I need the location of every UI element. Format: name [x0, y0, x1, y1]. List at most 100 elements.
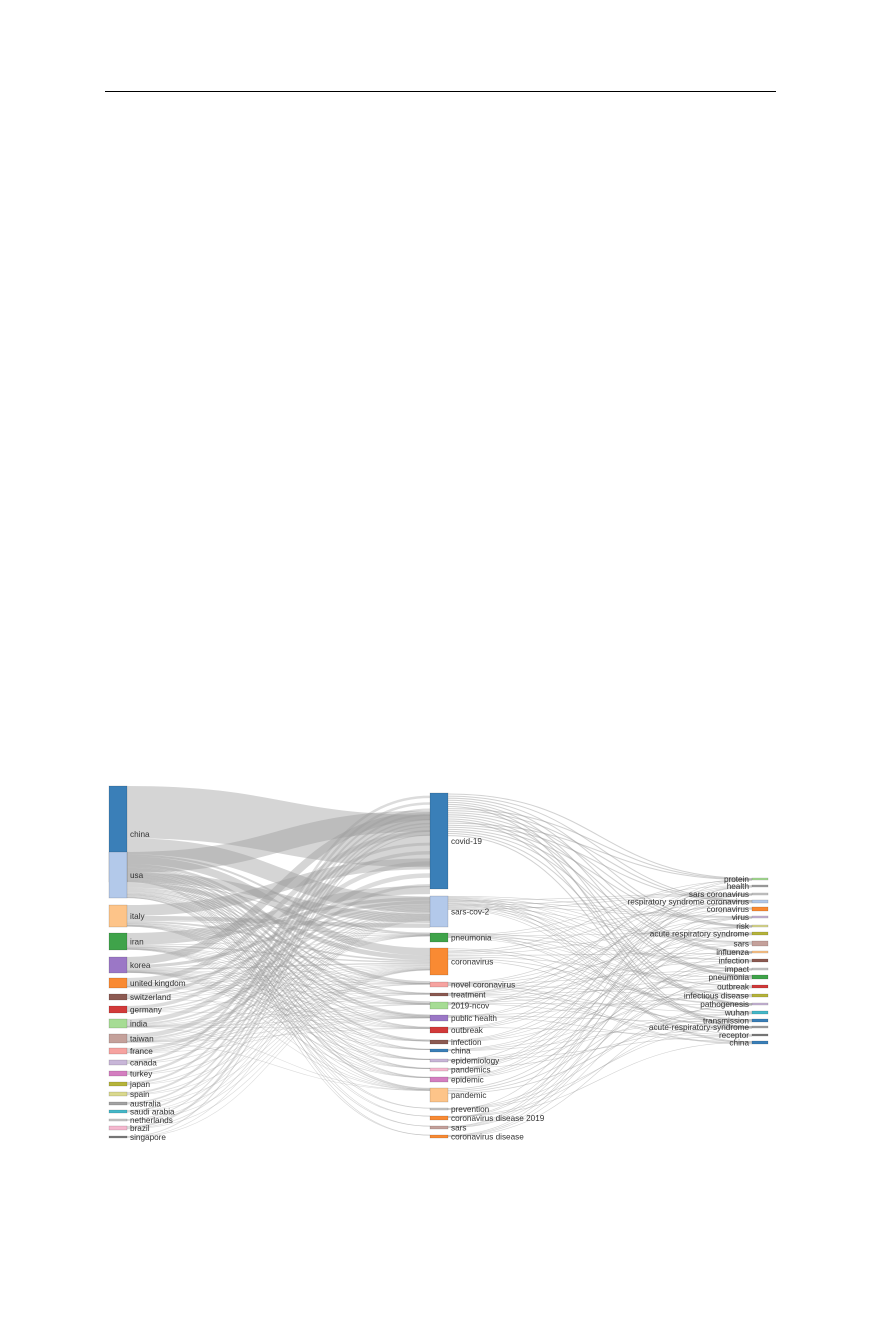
keywords-plus-label: wuhan — [724, 1009, 750, 1018]
link-keyword-to-keywords-plus — [447, 1003, 753, 1138]
country-label: taiwan — [130, 1035, 154, 1044]
link-keyword-to-keywords-plus — [447, 814, 753, 953]
link-keyword-to-keywords-plus — [447, 961, 753, 1129]
author-keyword-label: covid-19 — [451, 837, 482, 846]
link-keyword-to-keywords-plus — [447, 994, 753, 1013]
keywords-plus-node — [751, 892, 769, 896]
country-label: china — [130, 830, 150, 839]
link-country-to-keyword — [126, 970, 431, 995]
link-country-to-keyword — [126, 872, 431, 1028]
country-node — [108, 1059, 128, 1066]
link-keyword-to-keywords-plus — [447, 830, 753, 978]
link-country-to-keyword — [126, 965, 431, 1027]
link-country-to-keyword — [126, 882, 431, 960]
link-country-to-keyword — [126, 907, 431, 1011]
keywords-plus-node — [751, 993, 769, 998]
country-label: germany — [130, 1006, 163, 1015]
link-country-to-keyword — [126, 904, 431, 985]
link-keyword-to-keywords-plus — [447, 893, 753, 1018]
link-country-to-keyword — [126, 882, 431, 935]
link-country-to-keyword — [126, 920, 431, 962]
link-keyword-to-keywords-plus — [447, 835, 753, 1029]
author-keyword-label: outbreak — [451, 1026, 484, 1035]
keywords-plus-node — [751, 1018, 769, 1023]
link-country-to-keyword — [126, 813, 431, 1094]
link-country-to-keyword — [126, 1004, 431, 1027]
link-keyword-to-keywords-plus — [447, 957, 753, 1005]
link-country-to-keyword — [126, 918, 431, 1113]
link-keyword-to-keywords-plus — [447, 926, 753, 955]
link-country-to-keyword — [126, 861, 431, 1024]
country-node — [108, 1018, 128, 1029]
keywords-plus-node — [751, 931, 769, 936]
keywords-plus-node — [751, 1040, 769, 1045]
link-keyword-to-keywords-plus — [447, 879, 753, 952]
author-keyword-node — [429, 932, 449, 943]
link-country-to-keyword — [126, 968, 431, 1096]
link-keyword-to-keywords-plus — [447, 1013, 753, 1061]
link-country-to-keyword — [126, 914, 431, 1064]
link-country-to-keyword — [126, 1028, 431, 1043]
country-node — [108, 1118, 128, 1122]
link-keyword-to-keywords-plus — [447, 949, 753, 1029]
author-keyword-node — [429, 1067, 449, 1072]
link-country-to-keyword — [126, 858, 431, 916]
link-country-to-keyword — [126, 880, 431, 1109]
link-country-to-keyword — [126, 925, 431, 1060]
link-country-to-keyword — [126, 920, 431, 1138]
link-country-to-keyword — [126, 1026, 431, 1029]
link-keyword-to-keywords-plus — [447, 820, 753, 1028]
link-country-to-keyword — [126, 924, 431, 1042]
country-node — [108, 1081, 128, 1087]
link-keyword-to-keywords-plus — [447, 937, 753, 1013]
link-country-to-keyword — [126, 983, 431, 1042]
link-country-to-keyword — [126, 873, 431, 1039]
country-label: italy — [130, 912, 145, 921]
link-keyword-to-keywords-plus — [447, 907, 753, 996]
link-country-to-keyword — [126, 972, 431, 1091]
link-country-to-keyword — [126, 969, 431, 985]
keywords-plus-node — [751, 940, 769, 947]
link-keyword-to-keywords-plus — [447, 879, 753, 1111]
link-keyword-to-keywords-plus — [447, 1026, 753, 1110]
link-country-to-keyword — [126, 966, 431, 1042]
link-country-to-keyword — [126, 924, 431, 1029]
link-country-to-keyword — [126, 838, 431, 913]
link-country-to-keyword — [126, 947, 431, 1018]
link-keyword-to-keywords-plus — [447, 907, 753, 937]
link-country-to-keyword — [126, 935, 431, 1041]
keywords-plus-label: respiratory syndrome coronavirus — [628, 898, 750, 907]
link-country-to-keyword — [126, 1026, 431, 1091]
link-keyword-to-keywords-plus — [447, 956, 753, 978]
link-keyword-to-keywords-plus — [447, 878, 753, 1005]
country-node — [108, 977, 128, 989]
link-country-to-keyword — [126, 935, 431, 1053]
link-keyword-to-keywords-plus — [447, 902, 753, 996]
link-keyword-to-keywords-plus — [447, 936, 753, 961]
link-country-to-keyword — [126, 1017, 431, 1043]
country-node — [108, 1070, 128, 1077]
link-keyword-to-keywords-plus — [447, 885, 753, 936]
keywords-plus-label: risk — [736, 922, 750, 931]
author-keyword-node — [429, 981, 449, 988]
link-country-to-keyword — [126, 894, 431, 1069]
link-keyword-to-keywords-plus — [447, 916, 753, 1018]
link-keyword-to-keywords-plus — [447, 900, 753, 1041]
author-keyword-node — [429, 1039, 449, 1045]
link-country-to-keyword — [126, 983, 431, 987]
link-keyword-to-keywords-plus — [447, 907, 753, 994]
author-keyword-label: novel coronavirus — [451, 981, 515, 990]
link-keyword-to-keywords-plus — [447, 1027, 753, 1069]
link-keyword-to-keywords-plus — [447, 944, 753, 1079]
link-keyword-to-keywords-plus — [447, 943, 753, 1050]
link-keyword-to-keywords-plus — [447, 952, 753, 1042]
link-keyword-to-keywords-plus — [447, 1015, 753, 1023]
link-keyword-to-keywords-plus — [447, 909, 753, 1128]
link-keyword-to-keywords-plus — [447, 934, 753, 1128]
keywords-plus-label: sars — [734, 940, 749, 949]
link-country-to-keyword — [126, 873, 431, 1042]
link-keyword-to-keywords-plus — [447, 908, 753, 1029]
link-country-to-keyword — [126, 949, 431, 1091]
link-country-to-keyword — [126, 880, 431, 1127]
